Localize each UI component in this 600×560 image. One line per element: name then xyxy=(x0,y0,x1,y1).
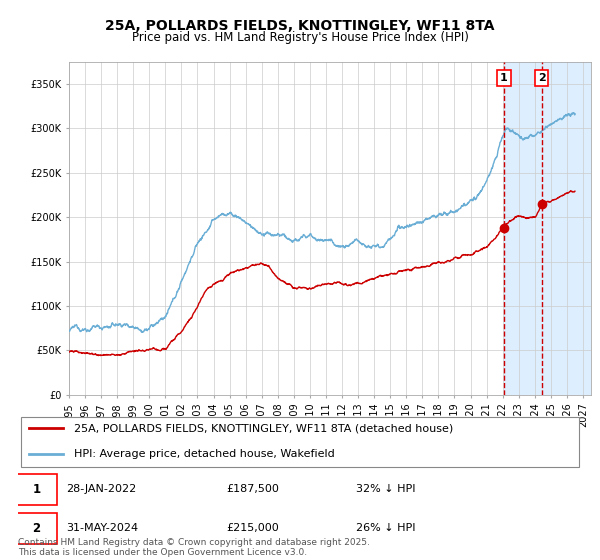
Text: 32% ↓ HPI: 32% ↓ HPI xyxy=(356,484,416,494)
FancyBboxPatch shape xyxy=(15,513,58,544)
Text: £187,500: £187,500 xyxy=(227,484,280,494)
Text: 28-JAN-2022: 28-JAN-2022 xyxy=(66,484,136,494)
Text: Contains HM Land Registry data © Crown copyright and database right 2025.
This d: Contains HM Land Registry data © Crown c… xyxy=(18,538,370,557)
Text: Price paid vs. HM Land Registry's House Price Index (HPI): Price paid vs. HM Land Registry's House … xyxy=(131,31,469,44)
Text: 26% ↓ HPI: 26% ↓ HPI xyxy=(356,524,416,533)
Text: 1: 1 xyxy=(32,483,41,496)
Bar xyxy=(504,62,542,395)
Text: 31-MAY-2024: 31-MAY-2024 xyxy=(66,524,138,533)
Text: HPI: Average price, detached house, Wakefield: HPI: Average price, detached house, Wake… xyxy=(74,449,335,459)
Bar xyxy=(542,62,591,395)
Text: 2: 2 xyxy=(538,73,545,83)
Text: 25A, POLLARDS FIELDS, KNOTTINGLEY, WF11 8TA: 25A, POLLARDS FIELDS, KNOTTINGLEY, WF11 … xyxy=(105,19,495,33)
Text: 1: 1 xyxy=(500,73,508,83)
Bar xyxy=(542,62,591,395)
FancyBboxPatch shape xyxy=(15,474,58,505)
Text: 2: 2 xyxy=(32,522,41,535)
Text: £215,000: £215,000 xyxy=(227,524,280,533)
Text: 25A, POLLARDS FIELDS, KNOTTINGLEY, WF11 8TA (detached house): 25A, POLLARDS FIELDS, KNOTTINGLEY, WF11 … xyxy=(74,423,454,433)
FancyBboxPatch shape xyxy=(21,417,579,466)
